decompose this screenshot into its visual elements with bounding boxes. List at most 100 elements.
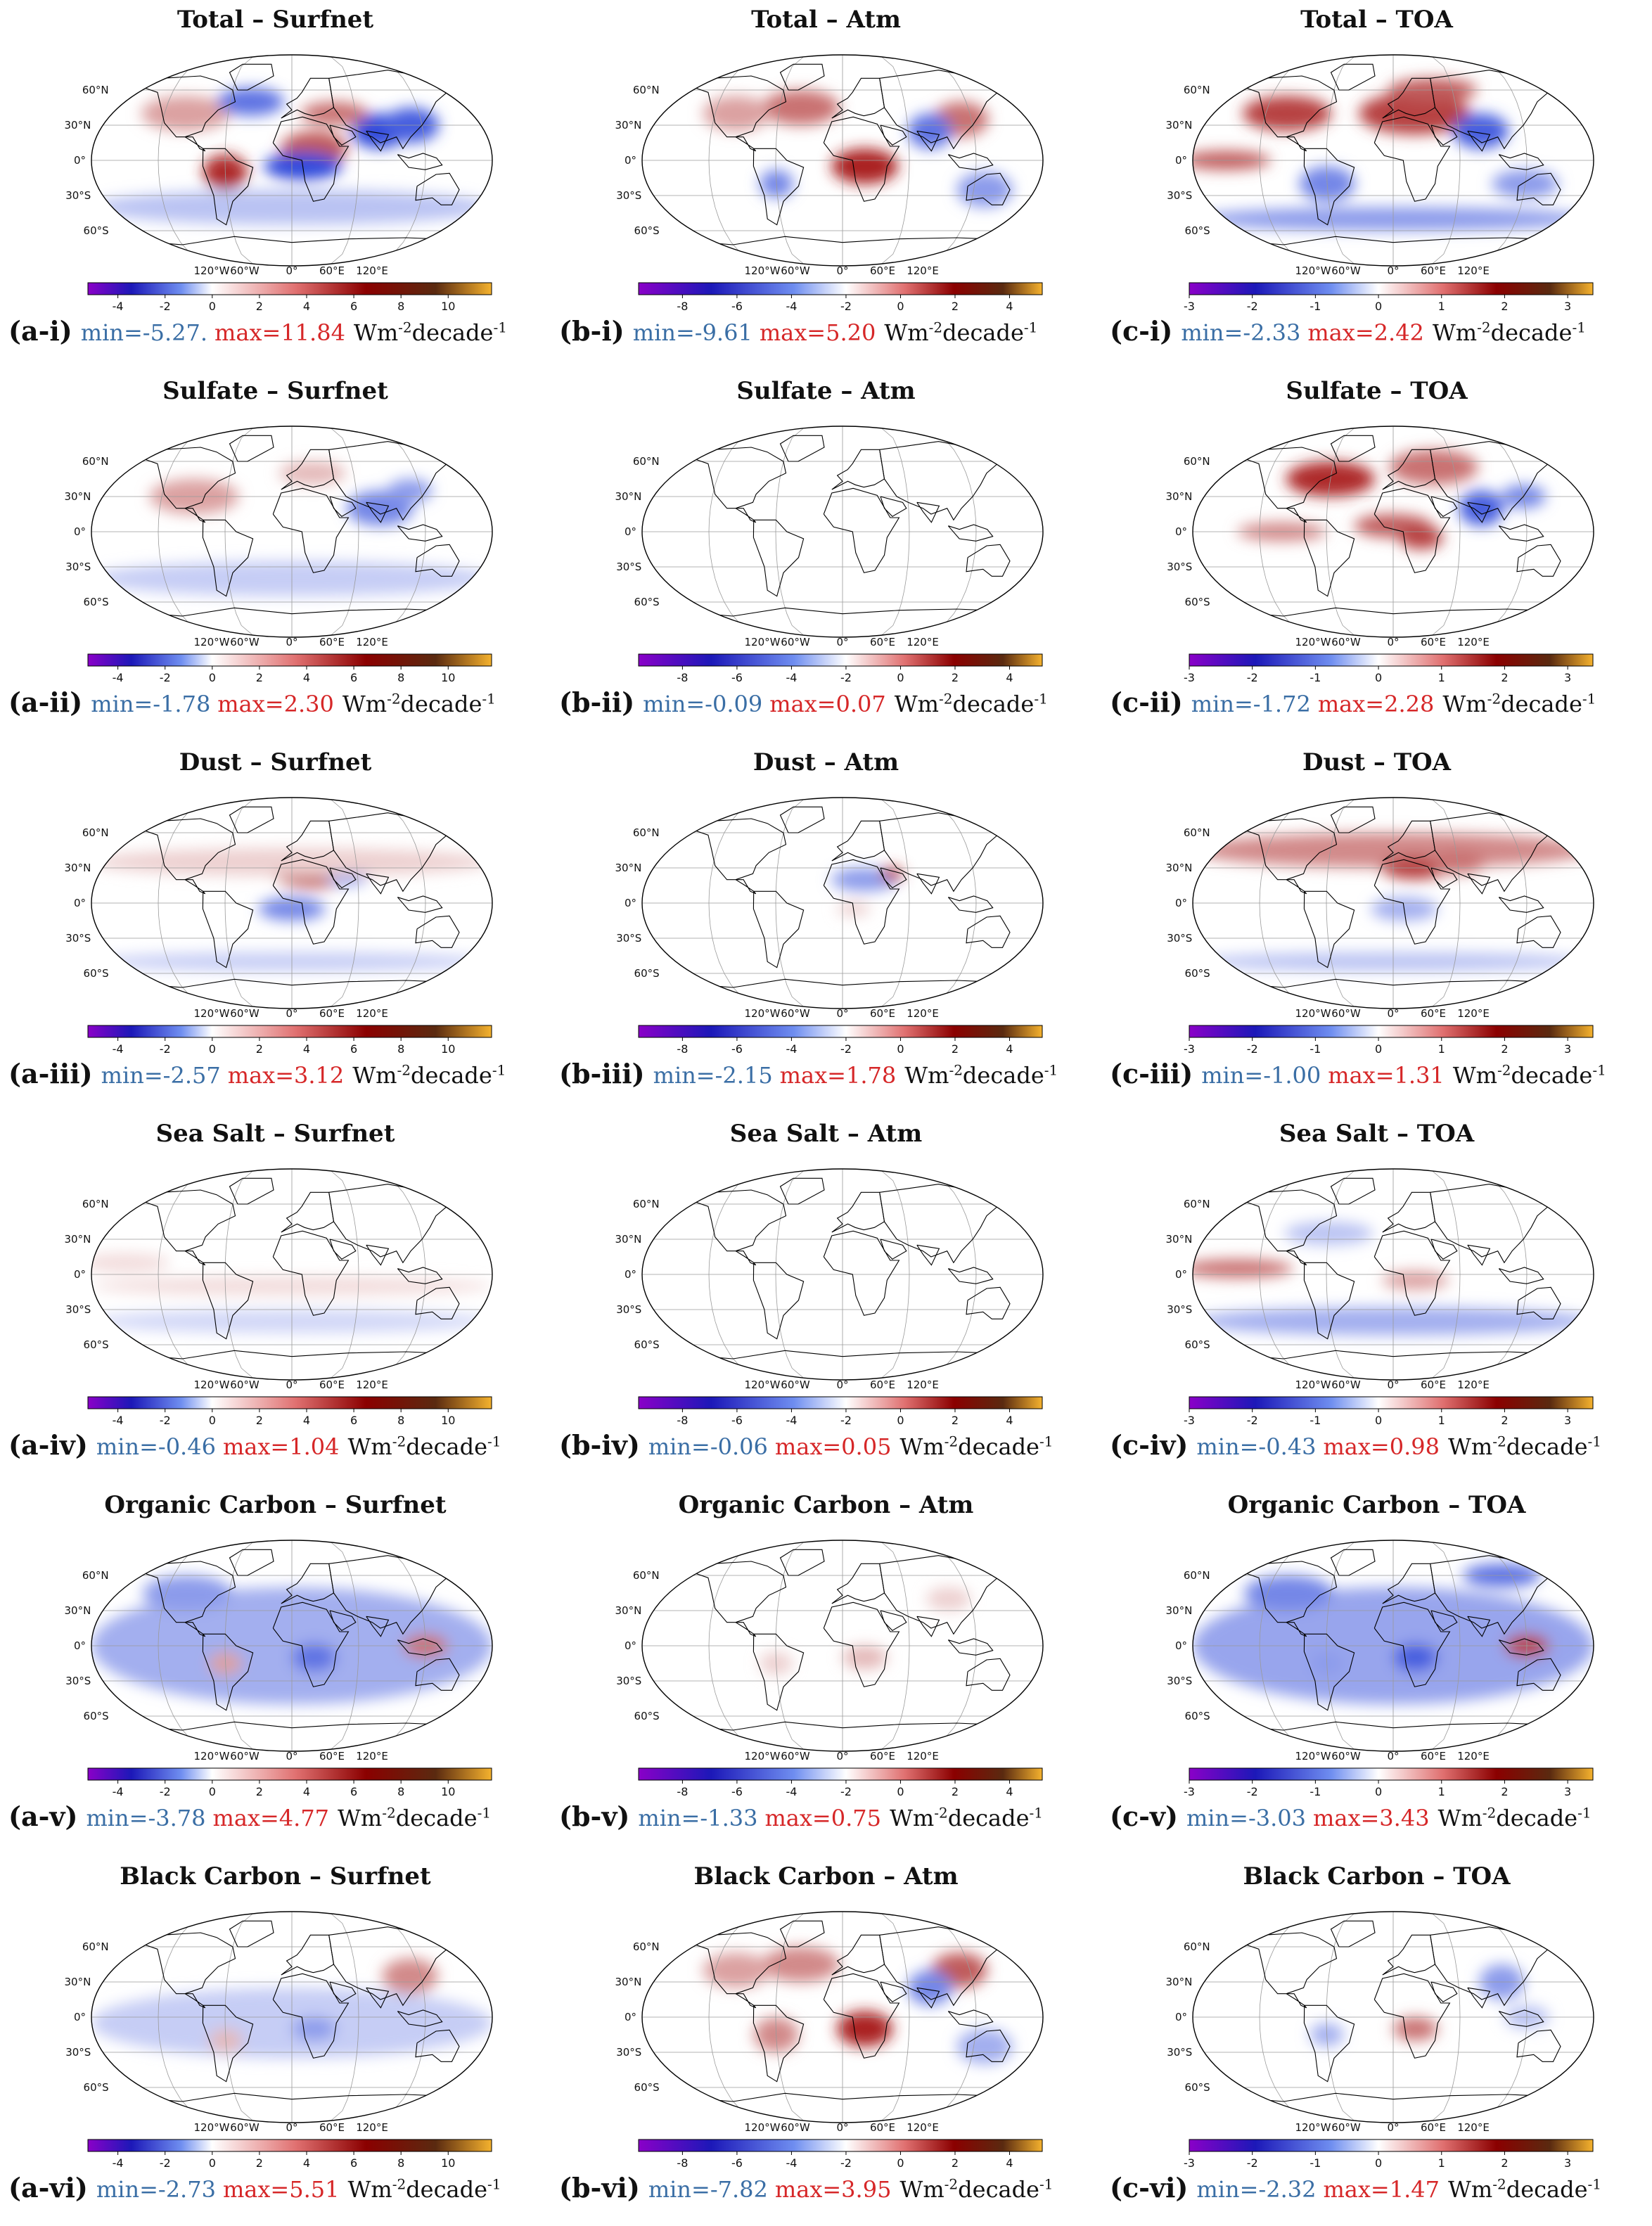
coastline xyxy=(1330,1920,1376,1947)
lon-label: 60°W xyxy=(1331,636,1361,648)
unit-label: Wm-2decade-1 xyxy=(352,1061,506,1089)
lat-label: 30°N xyxy=(1166,490,1193,503)
colorbar-b-ii: -8 -6 -4 -2 0 2 4 xyxy=(638,653,1043,684)
lon-label: 120°E xyxy=(356,636,388,648)
map-border xyxy=(1192,1911,1594,2123)
colorbar-gradient xyxy=(1189,2139,1594,2152)
lat-label: 30°N xyxy=(65,1976,91,1988)
lon-label: 120°W xyxy=(1295,636,1331,648)
coastline xyxy=(1224,2092,1563,2102)
longitude-line xyxy=(328,1169,359,1380)
lon-label: 120°W xyxy=(194,2121,230,2134)
lat-label: 0° xyxy=(625,1268,636,1281)
colorbar-tick-label: -4 xyxy=(113,671,124,684)
colorbar-c-ii: -3 -2 -1 0 1 2 3 xyxy=(1184,653,1594,684)
anomaly-region xyxy=(956,2028,1013,2064)
colorbar-tick-label: 0 xyxy=(897,300,904,313)
lon-label: 0° xyxy=(836,2121,848,2134)
colorbar-tick-label: 0 xyxy=(897,671,904,684)
anomaly-region xyxy=(703,96,770,132)
panel-caption: (c-vi) min=-2.32 max=1.47 Wm-2decade-1 xyxy=(1110,2172,1601,2203)
lon-label: 60°E xyxy=(319,1750,345,1763)
min-value: min=-7.82 xyxy=(648,2176,768,2203)
coastline xyxy=(753,519,805,597)
coastline xyxy=(1303,1262,1355,1340)
lon-label: 60°W xyxy=(230,1379,260,1391)
coastline xyxy=(1330,806,1376,833)
lat-label: 0° xyxy=(625,154,636,167)
coastline xyxy=(966,1658,1011,1691)
coastline xyxy=(1382,77,1436,119)
min-value: min=-0.06 xyxy=(648,1433,768,1460)
coastline xyxy=(1516,1286,1561,1319)
coastline xyxy=(329,867,357,888)
colorbar-tick-label: 8 xyxy=(397,300,404,313)
coastline xyxy=(1374,859,1451,945)
longitude-line xyxy=(158,426,219,637)
panel-title: Organic Carbon – Surfnet xyxy=(104,1491,447,1519)
min-value: min=-2.73 xyxy=(96,2176,216,2203)
panel-title: Black Carbon – TOA xyxy=(1243,1862,1511,1891)
colorbar-tick-label: 2 xyxy=(1501,1042,1508,1056)
colorbar-tick-label: -2 xyxy=(840,671,852,684)
coastline xyxy=(415,544,460,577)
coastline xyxy=(1330,1177,1376,1205)
colorbar-gradient xyxy=(1189,653,1594,667)
colorbar-tick-label: -2 xyxy=(160,1785,171,1798)
lon-label: 120°E xyxy=(907,1750,939,1763)
lat-label: 60°N xyxy=(1184,84,1210,96)
colorbar-gradient xyxy=(87,282,492,295)
colorbar-tick-label: 4 xyxy=(1006,300,1013,313)
colorbar-tick-label: 2 xyxy=(256,1042,263,1056)
panel-caption: (a-i) min=-5.27. max=11.84 Wm-2decade-1 xyxy=(8,315,507,347)
coastline xyxy=(202,1262,254,1340)
coastline xyxy=(673,2092,1012,2102)
longitude-line xyxy=(1466,55,1528,266)
coastline xyxy=(947,153,994,170)
coastline xyxy=(1224,1721,1563,1731)
panel-title: Dust – TOA xyxy=(1302,748,1452,776)
coastline xyxy=(397,1638,443,1656)
panel-title: Sulfate – TOA xyxy=(1286,377,1468,405)
coastline xyxy=(1467,1244,1491,1266)
unit-label: Wm-2decade-1 xyxy=(899,1433,1054,1460)
unit-label: Wm-2decade-1 xyxy=(1442,690,1596,717)
coastline xyxy=(397,2009,443,2027)
panel-title: Sea Salt – Atm xyxy=(729,1120,923,1148)
lat-label: 0° xyxy=(74,154,86,167)
lat-label: 60°N xyxy=(633,1198,660,1210)
lon-label: 120°E xyxy=(1457,1750,1490,1763)
longitude-line xyxy=(1430,1169,1461,1380)
colorbar-tick-label: 4 xyxy=(1006,1042,1013,1056)
coastline xyxy=(1374,1973,1451,2059)
colorbar-gradient xyxy=(87,653,492,667)
longitude-line xyxy=(916,1540,977,1751)
coastline xyxy=(916,501,940,523)
panel-caption: (b-iv) min=-0.06 max=0.05 Wm-2decade-1 xyxy=(559,1429,1053,1461)
lon-label: 60°W xyxy=(1331,1379,1361,1391)
coastline xyxy=(673,607,1012,617)
lat-label: 60°N xyxy=(82,1198,109,1210)
lat-label: 30°S xyxy=(616,1303,641,1316)
lon-label: 120°E xyxy=(1457,1379,1490,1391)
longitude-line xyxy=(708,1169,769,1380)
colorbar-tick-label: 0 xyxy=(1375,1785,1382,1798)
panel-c-i: Total – TOA 60°N 30°N 0° 30°S 60°S 120°W 60°W 0°… xyxy=(1101,0,1652,369)
colorbar-a-ii: -4 -2 0 2 4 6 8 10 xyxy=(87,653,492,684)
colorbar-tick-label: -2 xyxy=(1247,1042,1258,1056)
colorbar-gradient xyxy=(638,1396,1043,1409)
lat-label: 30°N xyxy=(615,1604,642,1617)
map-border xyxy=(91,426,493,638)
panel-caption: (c-iii) min=-1.00 max=1.31 Wm-2decade-1 xyxy=(1110,1058,1606,1089)
longitude-line xyxy=(1259,1912,1320,2123)
colorbar-tick-label: 2 xyxy=(1501,2156,1508,2170)
colorbar-tick-label: 1 xyxy=(1438,671,1445,684)
coastline xyxy=(916,1244,940,1266)
coastline xyxy=(735,1250,757,1266)
panel-b-v: Organic Carbon – Atm 60°N 30°N 0° 30°S 60°S 12… xyxy=(551,1485,1101,1855)
lat-label: 30°N xyxy=(615,490,642,503)
coastline xyxy=(684,75,787,138)
colorbar-tick-label: 4 xyxy=(1006,671,1013,684)
colorbar-tick-label: 4 xyxy=(303,671,310,684)
anomaly-region xyxy=(926,1587,971,1611)
